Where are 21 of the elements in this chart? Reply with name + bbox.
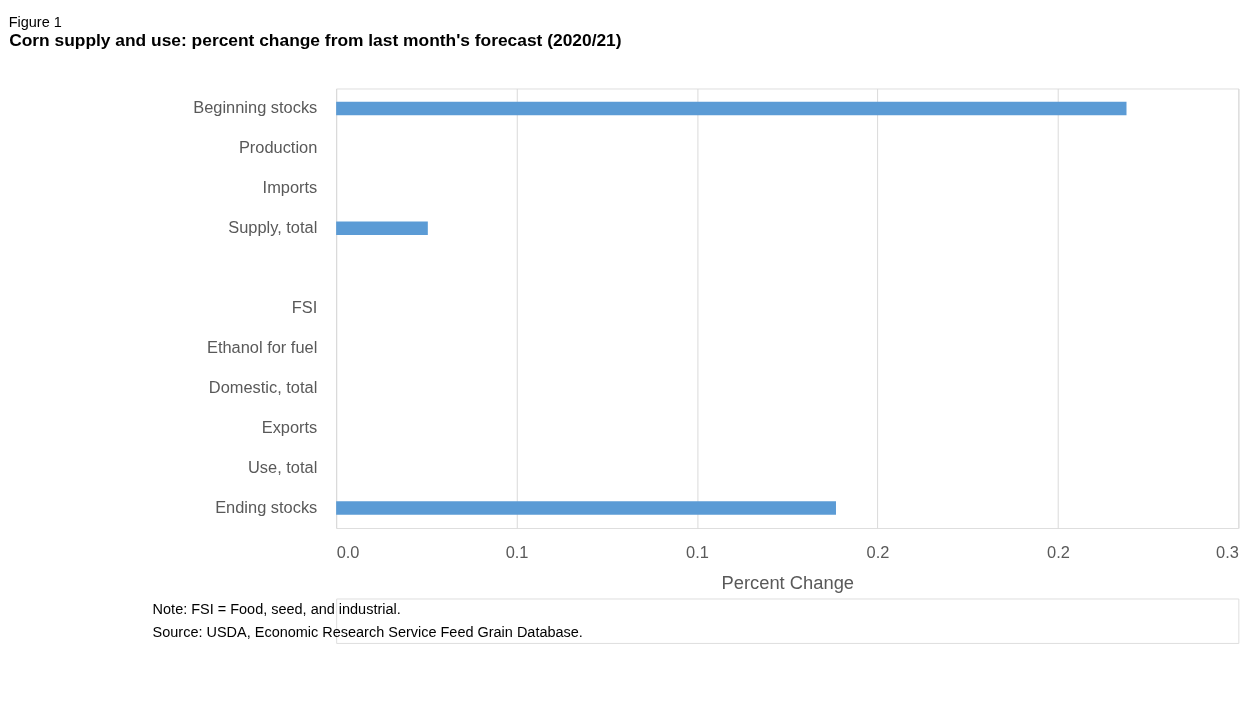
y-tick-label: Domestic, total bbox=[208, 377, 318, 396]
caption: Figure 1 bbox=[8, 14, 62, 31]
chart-title: Corn supply and use: percent change from last month's forecast (2020/21) bbox=[9, 29, 622, 50]
x-tick-label: 0.3 bbox=[1216, 543, 1239, 562]
y-tick-label: Ethanol for fuel bbox=[206, 338, 318, 357]
y-tick-label: Use, total bbox=[248, 457, 318, 476]
y-tick-label: Ending stocks bbox=[215, 497, 318, 516]
source-note: Source: USDA, Economic Research Service Feed Grain Database. bbox=[152, 623, 583, 640]
y-tick-label: Exports bbox=[261, 417, 318, 436]
x-tick-label: 0.2 bbox=[1047, 543, 1070, 562]
x-tick-label: 0.1 bbox=[505, 543, 529, 562]
x-axis-title: Percent Change bbox=[721, 572, 855, 594]
y-tick-label: FSI bbox=[291, 298, 318, 317]
y-tick-label: Imports bbox=[262, 178, 318, 197]
x-tick-label: 0.1 bbox=[686, 543, 709, 562]
x-tick-label: 0.0 bbox=[336, 543, 360, 562]
y-tick-label: Production bbox=[238, 138, 318, 157]
y-tick-label: Beginning stocks bbox=[193, 98, 318, 117]
text: Note: FSI = Food, seed, and industrial. bbox=[152, 601, 401, 618]
x-tick-label: 0.2 bbox=[866, 543, 890, 562]
y-tick-label: Supply, total bbox=[228, 218, 318, 237]
